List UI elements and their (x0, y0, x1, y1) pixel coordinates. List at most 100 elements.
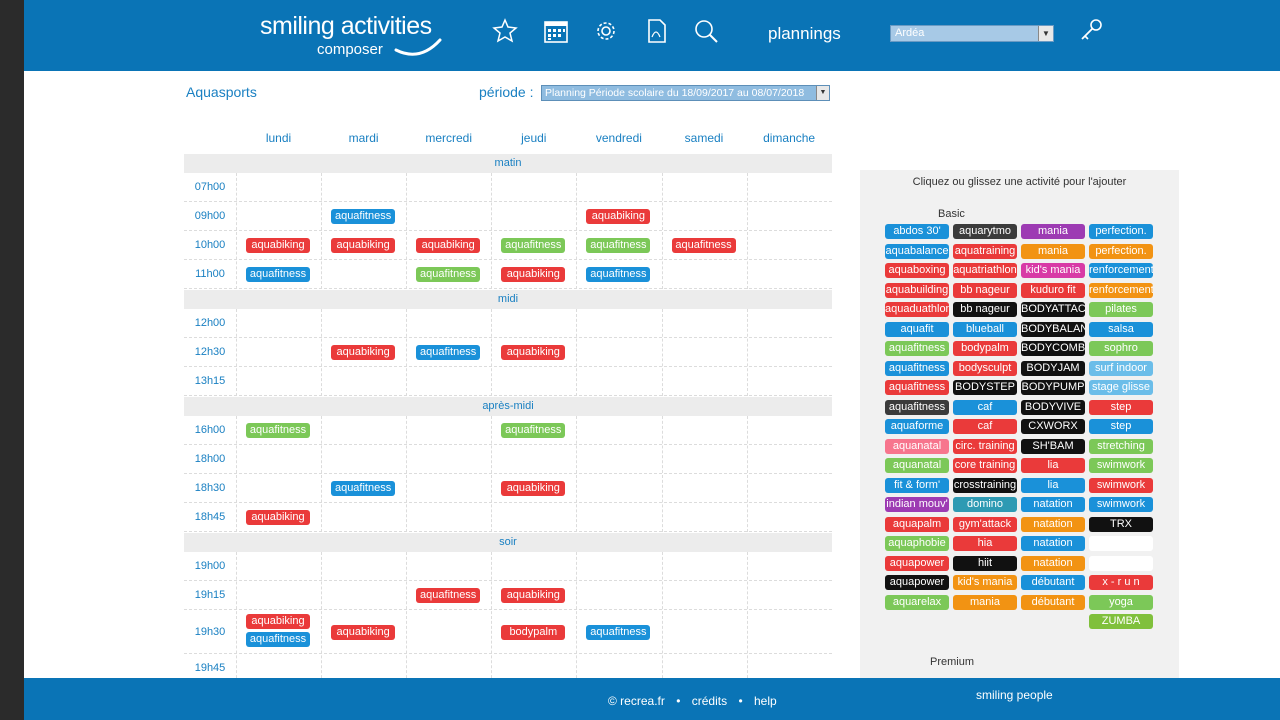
palette-activity[interactable]: débutant (1021, 575, 1085, 590)
palette-activity[interactable]: aquafitness (885, 399, 949, 415)
scheduled-activity[interactable]: aquafitness (586, 624, 651, 640)
scheduled-activity[interactable]: aquafitness (501, 238, 566, 253)
palette-activity[interactable]: BODYSTEP (953, 380, 1017, 395)
palette-activity[interactable]: mania (953, 594, 1017, 610)
palette-activity[interactable]: CXWORX (1021, 419, 1085, 434)
palette-activity[interactable]: aquarytmo (953, 224, 1017, 239)
palette-activity[interactable]: BODYPUMP (1021, 380, 1085, 395)
palette-activity[interactable]: aquabuilding (885, 282, 949, 298)
gear-icon[interactable] (592, 17, 620, 45)
palette-activity[interactable]: abdos 30' (885, 224, 949, 239)
palette-activity[interactable]: bb nageur (953, 282, 1017, 298)
palette-activity[interactable]: aquaphobie (885, 536, 949, 551)
scheduled-activity[interactable]: aquafitness (331, 481, 396, 496)
palette-activity[interactable]: débutant (1021, 594, 1085, 610)
palette-activity[interactable]: caf (953, 419, 1017, 434)
palette-activity[interactable]: sophro (1089, 341, 1153, 356)
scheduled-activity[interactable]: aquabiking (246, 614, 310, 629)
palette-activity[interactable]: step (1089, 399, 1153, 415)
palette-activity[interactable]: ZUMBA (1089, 614, 1153, 629)
scheduled-activity[interactable]: aquabiking (586, 209, 651, 224)
palette-activity[interactable]: aquafitness (885, 341, 949, 356)
palette-activity[interactable] (1089, 555, 1153, 571)
palette-activity[interactable]: natation (1021, 555, 1085, 571)
palette-activity[interactable]: swimwork (1089, 477, 1153, 493)
palette-activity[interactable]: aquabalance (885, 243, 949, 259)
scheduled-activity[interactable]: aquafitness (416, 345, 481, 360)
palette-activity[interactable]: domino (953, 497, 1017, 512)
palette-activity[interactable]: BODYJAM (1021, 360, 1085, 376)
palette-activity[interactable]: yoga (1089, 594, 1153, 610)
palette-activity[interactable]: blueball (953, 321, 1017, 337)
palette-activity[interactable]: perfection. (1089, 243, 1153, 259)
palette-activity[interactable]: hiit (953, 555, 1017, 571)
scheduled-activity[interactable]: aquabiking (331, 345, 396, 360)
search-icon[interactable] (692, 17, 720, 45)
palette-activity[interactable]: aquapower (885, 575, 949, 590)
palette-activity[interactable]: kid's mania (953, 575, 1017, 590)
palette-activity[interactable]: aquatriathlon (953, 263, 1017, 278)
palette-activity[interactable]: indian mouv' (885, 497, 949, 512)
palette-activity[interactable]: core training (953, 458, 1017, 473)
palette-activity[interactable]: mania (1021, 243, 1085, 259)
palette-activity[interactable] (1089, 536, 1153, 551)
scheduled-activity[interactable]: aquafitness (331, 209, 396, 224)
palette-activity[interactable]: BODYCOMBAT (1021, 341, 1085, 356)
key-icon[interactable] (1077, 17, 1105, 45)
palette-activity[interactable]: BODYVIVE (1021, 399, 1085, 415)
palette-activity[interactable]: aquanatal (885, 438, 949, 454)
palette-activity[interactable]: SH'BAM (1021, 438, 1085, 454)
palette-activity[interactable]: aquapower (885, 555, 949, 571)
palette-activity[interactable]: stretching (1089, 438, 1153, 454)
period-select[interactable]: Planning Période scolaire du 18/09/2017 … (541, 85, 830, 101)
palette-activity[interactable]: stage glisse (1089, 380, 1153, 395)
scheduled-activity[interactable]: aquafitness (416, 267, 481, 282)
palette-activity[interactable]: swimwork (1089, 497, 1153, 512)
scheduled-activity[interactable]: aquafitness (246, 423, 310, 438)
palette-activity[interactable]: aquaforme (885, 419, 949, 434)
palette-activity[interactable]: lia (1021, 477, 1085, 493)
scheduled-activity[interactable]: aquabiking (501, 588, 566, 603)
scheduled-activity[interactable]: aquafitness (416, 588, 481, 603)
scheduled-activity[interactable]: aquabiking (501, 481, 566, 496)
palette-activity[interactable]: bb nageur (953, 302, 1017, 317)
palette-activity[interactable]: BODYBALANCE (1021, 321, 1085, 337)
palette-activity[interactable]: aquafitness (885, 380, 949, 395)
scheduled-activity[interactable]: aquafitness (586, 238, 651, 253)
palette-activity[interactable]: aquaboxing (885, 263, 949, 278)
help-link[interactable]: help (753, 694, 777, 708)
palette-activity[interactable]: bodysculpt (953, 360, 1017, 376)
scheduled-activity[interactable]: aquafitness (586, 267, 651, 282)
palette-activity[interactable]: TRX (1089, 516, 1153, 532)
star-map-icon[interactable] (491, 17, 519, 45)
palette-activity[interactable]: gym'attack (953, 516, 1017, 532)
palette-activity[interactable]: aquafit (885, 321, 949, 337)
scheduled-activity[interactable]: aquabiking (246, 510, 310, 525)
scheduled-activity[interactable]: aquafitness (246, 267, 310, 282)
palette-activity[interactable]: crosstraining (953, 477, 1017, 493)
scheduled-activity[interactable]: aquafitness (246, 632, 310, 647)
scheduled-activity[interactable]: aquabiking (501, 345, 566, 360)
palette-activity[interactable]: fit & form' (885, 477, 949, 493)
palette-activity[interactable]: bodypalm (953, 341, 1017, 356)
palette-activity[interactable]: perfection. (1089, 224, 1153, 239)
scheduled-activity[interactable]: aquabiking (331, 238, 396, 253)
palette-activity[interactable]: natation (1021, 536, 1085, 551)
palette-activity[interactable]: aquapalm (885, 516, 949, 532)
palette-activity[interactable]: kid's mania (1021, 263, 1085, 278)
palette-activity[interactable]: natation (1021, 516, 1085, 532)
palette-activity[interactable]: lia (1021, 458, 1085, 473)
scheduled-activity[interactable]: aquafitness (671, 238, 736, 253)
palette-activity[interactable]: BODYATTACK (1021, 302, 1085, 317)
palette-activity[interactable]: renforcement (1089, 282, 1153, 298)
palette-activity[interactable]: step (1089, 419, 1153, 434)
scheduled-activity[interactable]: bodypalm (501, 624, 566, 640)
palette-activity[interactable]: hia (953, 536, 1017, 551)
pdf-file-icon[interactable] (642, 17, 670, 45)
copyright-link[interactable]: © recrea.fr (608, 694, 665, 708)
palette-activity[interactable]: renforcement (1089, 263, 1153, 278)
palette-activity[interactable]: salsa (1089, 321, 1153, 337)
scheduled-activity[interactable]: aquabiking (331, 624, 396, 640)
scheduled-activity[interactable]: aquabiking (246, 238, 310, 253)
palette-activity[interactable]: aquatraining (953, 243, 1017, 259)
